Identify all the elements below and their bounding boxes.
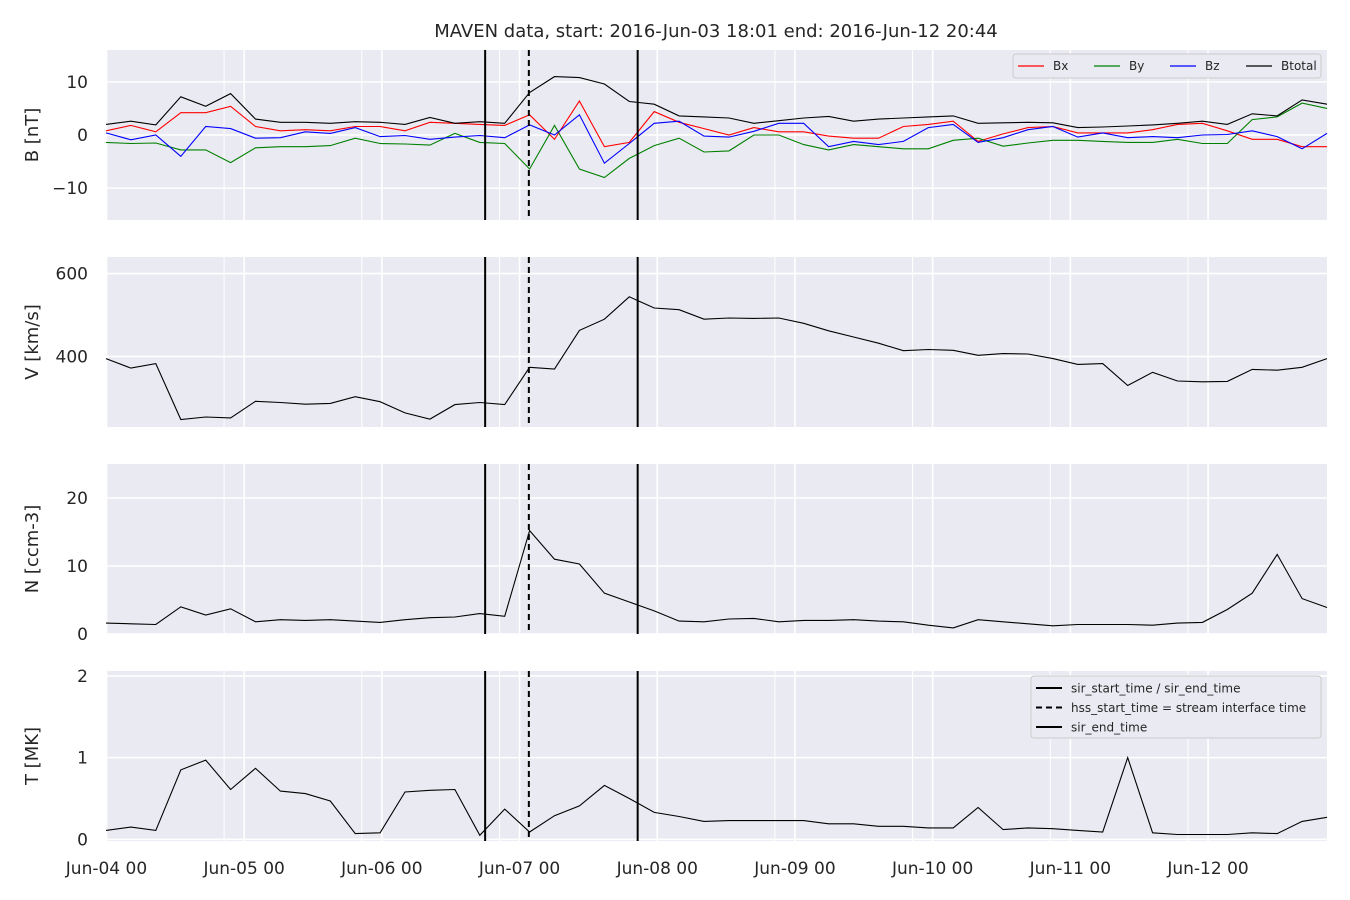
series-line [105,755,1328,837]
legend-label: sir_start_time / sir_end_time [1071,682,1241,696]
series-line-btotal [105,76,1328,129]
y-tick-label: 400 [56,348,88,368]
series-line-bx [105,99,1327,148]
figure-title: MAVEN data, start: 2016-Jun-03 18:01 end… [434,21,998,42]
x-tick-label: Jun-04 00 [65,859,147,879]
x-tick-label: Jun-05 00 [202,859,284,879]
x-tick-label: Jun-07 00 [478,859,560,879]
legend-box [1012,53,1322,79]
y-tick-label: 0 [77,126,88,146]
panel-background [106,464,1327,634]
legend-label: hss_start_time = stream interface time [1071,701,1306,715]
series-line-bz [105,113,1328,165]
series-line-by [105,102,1328,179]
legend-b: Bx By Bz Btotal [1012,53,1322,79]
panel-background [106,257,1327,427]
legend-box [1030,675,1322,739]
y-tick-label: −10 [52,179,88,199]
legend-label: By [1129,59,1144,73]
x-tick-label: Jun-10 00 [891,859,973,879]
y-tick-label: 0 [77,625,88,645]
y-tick-label: 1 [77,749,88,769]
legend-label: Bz [1205,59,1220,73]
legend-label: sir_end_time [1071,721,1147,735]
x-tick-label: Jun-06 00 [340,859,422,879]
x-axis: Jun-04 00 Jun-05 00 Jun-06 00 Jun-07 00 Jun-… [65,859,1249,879]
x-tick-label: Jun-09 00 [753,859,835,879]
y-axis-label: T [MK] [22,727,43,786]
panel-3: 0 10 20 N [ccm-3] [22,464,1328,645]
y-tick-label: 10 [66,73,88,93]
x-tick-label: Jun-12 00 [1166,859,1248,879]
series-line [105,296,1328,421]
x-tick-label: Jun-08 00 [616,859,698,879]
y-tick-label: 0 [77,830,88,850]
y-tick-label: 600 [56,265,88,285]
y-tick-label: 10 [66,557,88,577]
y-tick-label: 20 [66,489,88,509]
y-tick-label: 2 [77,667,88,687]
legend-label: Btotal [1281,59,1317,73]
panel-2: 400 600 V [km/s] [22,257,1328,427]
legend-label: Bx [1053,59,1068,73]
series-line [105,529,1328,629]
y-axis-label: N [ccm-3] [22,505,43,594]
legend-events: sir_start_time / sir_end_time hss_start_t… [1030,675,1322,739]
y-axis-label: V [km/s] [22,304,43,379]
y-axis-label: B [nT] [22,108,43,163]
x-tick-label: Jun-11 00 [1029,859,1111,879]
panel-4: 0 1 2 T [MK] sir_start_time / sir_end_timehs… [22,667,1328,850]
panel-1: −10 0 10 B [nT] Bx By Bz Btotal [22,50,1328,220]
